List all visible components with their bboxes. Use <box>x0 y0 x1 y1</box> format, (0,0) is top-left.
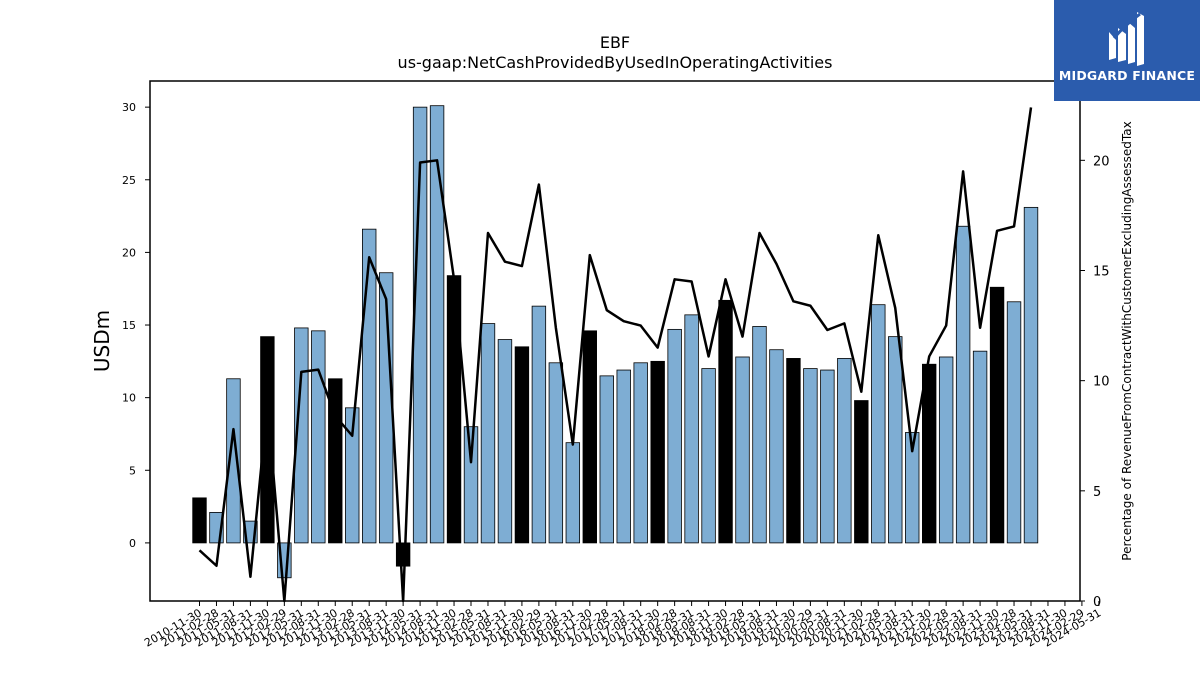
bar <box>294 327 309 544</box>
bar <box>989 286 1005 544</box>
percentage-line <box>198 107 1033 603</box>
logo-text: MIDGARD FINANCE <box>1058 68 1196 83</box>
chart-subtitle: us-gaap:NetCashProvidedByUsedInOperating… <box>398 53 833 72</box>
bar <box>548 362 564 544</box>
y2-tick-label: 20 <box>1093 154 1110 169</box>
y-axis-left: 0 5 10 15 20 25 30 <box>122 101 150 550</box>
bar <box>463 426 479 544</box>
y-axis-right: 0 5 10 15 20 <box>1080 154 1110 610</box>
y-tick-label: 15 <box>122 319 136 332</box>
bar <box>905 432 920 544</box>
bar <box>752 326 767 544</box>
bar <box>803 368 818 544</box>
bar <box>514 346 530 544</box>
bar <box>701 368 716 544</box>
bar <box>311 330 326 544</box>
bar <box>616 369 631 544</box>
bar <box>395 542 411 567</box>
bar <box>854 400 869 544</box>
bar <box>667 328 682 544</box>
bar <box>531 305 547 544</box>
bar <box>972 350 988 544</box>
y-tick-label: 0 <box>129 537 136 550</box>
bar <box>633 362 648 544</box>
bar <box>837 358 852 544</box>
x-axis: 2010-11-302011-02-282011-05-312011-08-31… <box>142 601 1103 650</box>
y-tick-label: 25 <box>122 174 136 187</box>
bar-series <box>192 105 1039 579</box>
bar <box>446 275 462 544</box>
bar <box>480 323 496 544</box>
y-tick-label: 10 <box>122 392 136 405</box>
bar <box>599 375 614 544</box>
chart-title: EBF <box>600 33 630 52</box>
y2-tick-label: 5 <box>1093 485 1101 500</box>
bar <box>718 299 733 544</box>
plot-frame <box>149 80 1081 602</box>
bar <box>786 358 801 544</box>
y-tick-label: 5 <box>129 464 136 477</box>
bar <box>260 336 275 544</box>
bar <box>345 407 360 544</box>
bar <box>650 360 665 544</box>
bar <box>735 356 750 544</box>
y2-tick-label: 10 <box>1093 375 1110 390</box>
bar <box>922 363 937 544</box>
bar <box>226 378 241 544</box>
bar <box>1023 206 1039 544</box>
y-axis-label-left: USDm <box>90 310 114 372</box>
y2-tick-label: 15 <box>1093 264 1110 279</box>
bar <box>684 314 699 544</box>
bar <box>582 330 597 544</box>
bar <box>497 339 513 544</box>
bar <box>871 304 886 544</box>
y2-tick-label: 0 <box>1093 595 1101 610</box>
midgard-logo-icon <box>1109 12 1144 66</box>
y-tick-label: 30 <box>122 101 136 114</box>
brand-logo: MIDGARD FINANCE <box>1054 0 1200 101</box>
bar <box>1006 301 1022 544</box>
bar <box>888 336 903 544</box>
bar <box>362 228 377 544</box>
bar <box>429 105 445 544</box>
bar <box>938 356 954 544</box>
bar <box>565 442 581 544</box>
y-tick-label: 20 <box>122 246 136 259</box>
bar <box>820 369 835 544</box>
bar <box>955 225 971 544</box>
bar <box>192 497 207 544</box>
y-axis-label-right: Percentage of RevenueFromContractWithCus… <box>1120 121 1134 560</box>
bar <box>769 349 784 544</box>
